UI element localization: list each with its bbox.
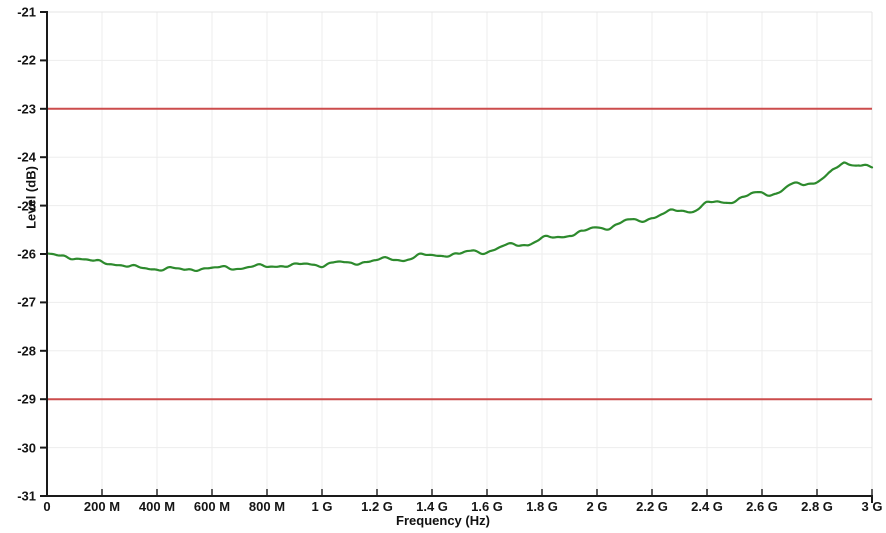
y-axis-tick-label: -24 xyxy=(17,149,36,165)
y-axis-tick-label: -30 xyxy=(17,440,36,456)
x-axis-title: Frequency (Hz) xyxy=(396,513,490,528)
x-axis-tick-label: 2.4 G xyxy=(691,499,723,514)
y-axis-tick-label: -25 xyxy=(17,198,36,214)
y-axis-tick-label: -28 xyxy=(17,343,36,359)
x-axis-tick-label: 1.2 G xyxy=(361,499,393,514)
x-axis-tick-label: 400 M xyxy=(138,499,176,514)
y-axis-ticks xyxy=(40,11,47,497)
x-axis-tick-label: 800 M xyxy=(248,499,286,514)
horizontal-gridlines xyxy=(47,59,872,449)
y-axis-tick-label: -31 xyxy=(17,488,36,504)
y-axis-tick-label: -21 xyxy=(17,4,36,20)
x-axis-tick-label: 1.6 G xyxy=(471,499,503,514)
x-axis-tick-label: 1 G xyxy=(311,499,333,514)
x-axis-tick-label: 600 M xyxy=(193,499,231,514)
x-axis-tick-label: 2.2 G xyxy=(636,499,668,514)
x-axis-tick-label: 2 G xyxy=(586,499,608,514)
limit-lines xyxy=(47,107,872,401)
y-axis-tick-label: -27 xyxy=(17,294,36,310)
y-axis-tick-label: -26 xyxy=(17,246,36,262)
x-axis-tick-label: 1.8 G xyxy=(526,499,558,514)
y-axis-tick-label: -23 xyxy=(17,101,36,117)
measured-trace-line xyxy=(45,161,874,273)
x-axis-ticks xyxy=(46,489,873,496)
y-axis-tick-label: -22 xyxy=(17,52,36,68)
x-axis-tick-label: 3 G xyxy=(861,499,883,514)
x-axis-tick-label: 2.6 G xyxy=(746,499,778,514)
x-axis-tick-label: 2.8 G xyxy=(801,499,833,514)
y-axis-tick-label: -29 xyxy=(17,391,36,407)
x-axis-tick-label: 200 M xyxy=(83,499,121,514)
y-axis-title: Level (dB) xyxy=(23,166,39,229)
x-axis-tick-label: 1.4 G xyxy=(416,499,448,514)
x-axis-tick-label: 0 xyxy=(43,499,51,514)
